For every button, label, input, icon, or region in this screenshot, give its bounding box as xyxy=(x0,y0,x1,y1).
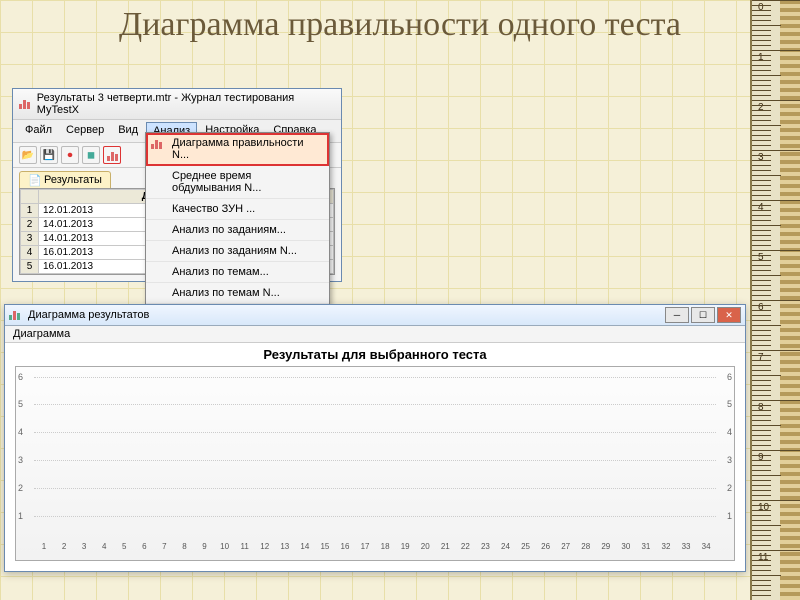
x-tick-label: 8 xyxy=(174,542,194,560)
x-tick-label: 22 xyxy=(455,542,475,560)
dropdown-item[interactable]: Качество ЗУН ... xyxy=(146,199,329,220)
stop-button[interactable]: ◼ xyxy=(82,146,100,164)
x-tick-label: 27 xyxy=(556,542,576,560)
chart-window: Диаграмма результатов ─ ☐ ✕ Диаграмма Ре… xyxy=(4,304,746,572)
dropdown-item-label: Диаграмма правильности N... xyxy=(172,137,303,161)
x-tick-label: 24 xyxy=(495,542,515,560)
tab-icon: 📄 xyxy=(28,174,40,186)
x-tick-label: 1 xyxy=(34,542,54,560)
y-tick-label: 3 xyxy=(18,455,23,465)
x-tick-label: 5 xyxy=(114,542,134,560)
chart-window-title: Диаграмма результатов xyxy=(28,309,149,321)
y-tick-label-right: 1 xyxy=(727,511,732,521)
chart-window-icon xyxy=(9,308,23,322)
chart-menubar: Диаграмма xyxy=(5,326,745,343)
x-tick-label: 20 xyxy=(415,542,435,560)
chart-area: 1122334455661234567891011121314151617181… xyxy=(15,366,735,561)
x-tick-label: 13 xyxy=(275,542,295,560)
x-tick-label: 23 xyxy=(475,542,495,560)
window-title: Результаты 3 четверти.mtr - Журнал тести… xyxy=(37,92,335,116)
x-tick-label: 14 xyxy=(295,542,315,560)
x-tick-label: 30 xyxy=(616,542,636,560)
dropdown-item[interactable]: Диаграмма правильности N... xyxy=(146,133,329,166)
x-tick-label: 26 xyxy=(536,542,556,560)
y-tick-label-right: 3 xyxy=(727,455,732,465)
x-tick-label: 31 xyxy=(636,542,656,560)
y-tick-label: 1 xyxy=(18,511,23,521)
x-tick-label: 18 xyxy=(375,542,395,560)
x-tick-label: 34 xyxy=(696,542,716,560)
y-tick-label: 4 xyxy=(18,427,23,437)
x-tick-label: 21 xyxy=(435,542,455,560)
x-tick-label: 3 xyxy=(74,542,94,560)
dropdown-item[interactable]: Анализ по заданиям... xyxy=(146,220,329,241)
x-tick-label: 28 xyxy=(576,542,596,560)
x-axis: 1234567891011121314151617181920212223242… xyxy=(34,542,716,560)
menu-файл[interactable]: Файл xyxy=(19,122,58,140)
dropdown-item[interactable]: Анализ по заданиям N... xyxy=(146,241,329,262)
dropdown-item-label: Анализ по темам N... xyxy=(172,287,280,299)
tab-label: Результаты xyxy=(44,174,102,186)
x-tick-label: 15 xyxy=(315,542,335,560)
x-tick-label: 2 xyxy=(54,542,74,560)
x-tick-label: 9 xyxy=(195,542,215,560)
x-tick-label: 4 xyxy=(94,542,114,560)
chart-title: Результаты для выбранного теста xyxy=(5,343,745,366)
bars-container xyxy=(34,371,716,542)
x-tick-label: 11 xyxy=(235,542,255,560)
maximize-button[interactable]: ☐ xyxy=(691,307,715,323)
ruler-decoration: 01234567891011 xyxy=(750,0,800,600)
x-tick-label: 10 xyxy=(215,542,235,560)
app-icon xyxy=(19,97,33,111)
x-tick-label: 19 xyxy=(395,542,415,560)
x-tick-label: 29 xyxy=(596,542,616,560)
slide-title: Диаграмма правильности одного теста xyxy=(0,0,800,54)
window-titlebar: Результаты 3 четверти.mtr - Журнал тести… xyxy=(13,89,341,120)
dropdown-item-label: Качество ЗУН ... xyxy=(172,203,255,215)
dropdown-item[interactable]: Среднее время обдумывания N... xyxy=(146,166,329,199)
save-button[interactable]: 💾 xyxy=(40,146,58,164)
x-tick-label: 6 xyxy=(134,542,154,560)
y-tick-label: 2 xyxy=(18,483,23,493)
y-tick-label-right: 6 xyxy=(727,372,732,382)
x-tick-label: 17 xyxy=(355,542,375,560)
window-buttons: ─ ☐ ✕ xyxy=(665,307,741,323)
y-tick-label-right: 4 xyxy=(727,427,732,437)
y-tick-label: 6 xyxy=(18,372,23,382)
open-folder-button[interactable]: 📂 xyxy=(19,146,37,164)
minimize-button[interactable]: ─ xyxy=(665,307,689,323)
close-button[interactable]: ✕ xyxy=(717,307,741,323)
x-tick-label: 12 xyxy=(255,542,275,560)
menu-сервер[interactable]: Сервер xyxy=(60,122,110,140)
x-tick-label: 25 xyxy=(516,542,536,560)
chart-window-titlebar: Диаграмма результатов ─ ☐ ✕ xyxy=(5,305,745,326)
dropdown-item-label: Анализ по темам... xyxy=(172,266,269,278)
dropdown-item-label: Среднее время обдумывания N... xyxy=(172,170,261,194)
x-tick-label: 16 xyxy=(335,542,355,560)
chart-menu-item[interactable]: Диаграмма xyxy=(13,328,70,340)
menu-вид[interactable]: Вид xyxy=(112,122,144,140)
y-tick-label-right: 2 xyxy=(727,483,732,493)
record-button[interactable]: ⏺ xyxy=(61,146,79,164)
dropdown-item-label: Анализ по заданиям... xyxy=(172,224,286,236)
results-tab[interactable]: 📄 Результаты xyxy=(19,171,111,188)
x-tick-label: 7 xyxy=(154,542,174,560)
x-tick-label: 33 xyxy=(676,542,696,560)
y-tick-label: 5 xyxy=(18,399,23,409)
dropdown-item[interactable]: Анализ по темам... xyxy=(146,262,329,283)
chart-icon xyxy=(151,137,165,151)
chart-button[interactable] xyxy=(103,146,121,164)
dropdown-item[interactable]: Анализ по темам N... xyxy=(146,283,329,304)
dropdown-item-label: Анализ по заданиям N... xyxy=(172,245,297,257)
y-tick-label-right: 5 xyxy=(727,399,732,409)
x-tick-label: 32 xyxy=(656,542,676,560)
analysis-menu-dropdown: Диаграмма правильности N... Среднее время… xyxy=(145,132,330,305)
